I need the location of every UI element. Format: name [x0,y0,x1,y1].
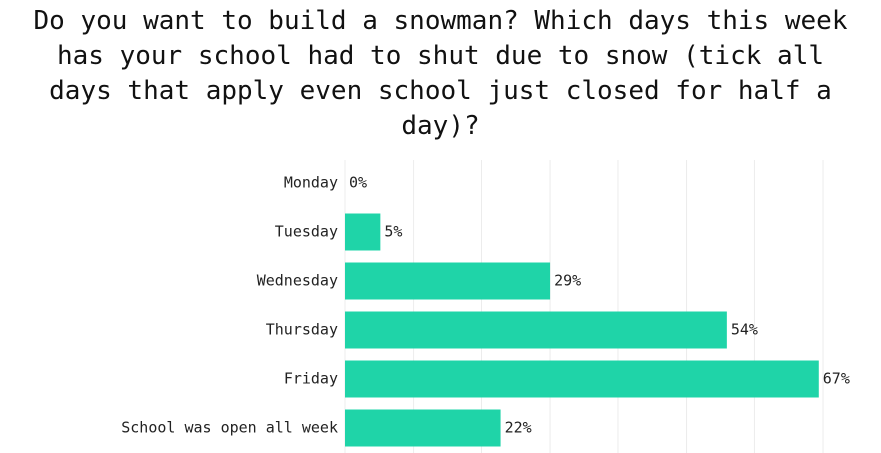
bar [345,262,551,300]
value-label: 0% [349,174,367,192]
value-label: 5% [384,223,402,241]
value-label: 67% [823,370,850,388]
y-tick-label: Wednesday [257,272,338,290]
bar [345,409,501,447]
y-tick-label: School was open all week [121,419,338,437]
y-tick-label: Monday [284,174,338,192]
y-tick-label: Friday [284,370,338,388]
y-tick-label: Tuesday [275,223,338,241]
bar [345,311,727,349]
bar [345,213,381,251]
chart-title: Do you want to build a snowman? Which da… [33,6,848,141]
y-tick-label: Thursday [266,321,338,339]
value-label: 22% [505,419,532,437]
value-label: 54% [731,321,758,339]
bar [345,360,819,398]
value-label: 29% [554,272,581,290]
